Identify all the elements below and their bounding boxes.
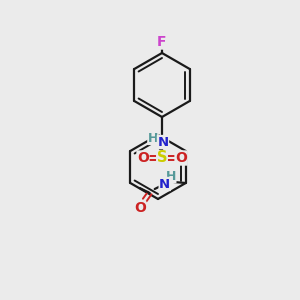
Text: S: S — [157, 151, 167, 166]
Text: H: H — [166, 169, 176, 182]
Text: N: N — [158, 136, 169, 148]
Text: H: H — [148, 131, 158, 145]
Text: O: O — [175, 151, 187, 165]
Text: O: O — [137, 151, 149, 165]
Text: F: F — [157, 35, 167, 49]
Text: N: N — [159, 178, 170, 190]
Text: O: O — [134, 201, 146, 215]
